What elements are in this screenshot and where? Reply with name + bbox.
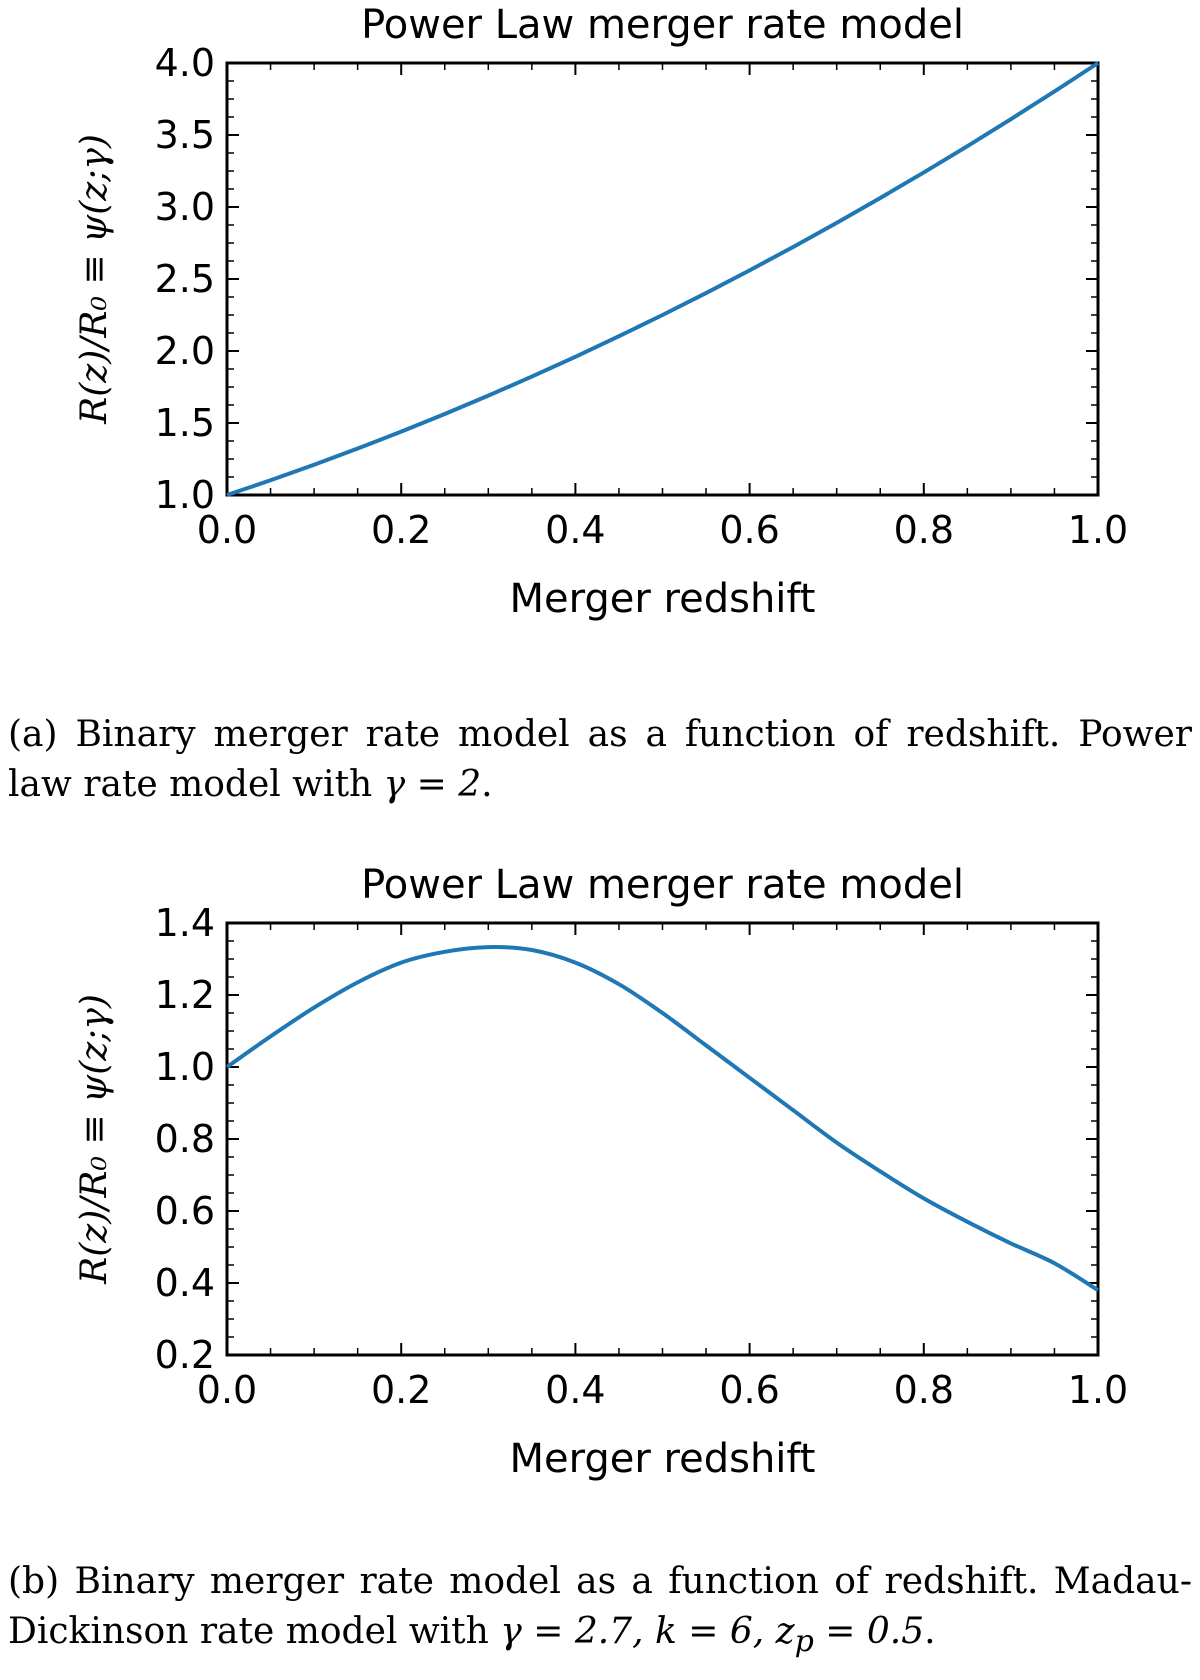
- y-axis-label: R(z)/R₀ ≡ ψ(z;γ): [74, 134, 115, 425]
- caption-b-math: γ = 2.7, k = 6, z: [500, 1611, 795, 1652]
- x-tick-label: 0.2: [371, 508, 431, 552]
- y-tick-label: 1.0: [155, 473, 215, 517]
- series-line-0: [226, 61, 1100, 497]
- caption-a-math: γ = 2: [383, 764, 482, 805]
- x-axis-label: Merger redshift: [510, 576, 816, 622]
- y-tick-label: 0.2: [155, 1333, 215, 1377]
- y-tick-label: 1.4: [155, 901, 215, 945]
- caption-b-text: (b) Binary merger rate model as a functi…: [8, 1561, 1192, 1652]
- caption-b-math-tail: = 0.5: [813, 1611, 925, 1652]
- y-tick-label: 0.8: [155, 1117, 215, 1161]
- x-tick-label: 0.8: [894, 508, 954, 552]
- x-tick-label: 0.8: [894, 1368, 954, 1412]
- figure-a: Power Law merger rate model 0.0 0.2 0.4 0.6 0…: [0, 0, 1200, 820]
- y-tick-label: 1.5: [155, 401, 215, 445]
- caption-a-end: .: [481, 764, 493, 805]
- caption-b: (b) Binary merger rate model as a functi…: [8, 1557, 1192, 1667]
- x-tick-label: 1.0: [1068, 1368, 1128, 1412]
- x-tick-label: 0.6: [719, 508, 779, 552]
- x-axis-label: Merger redshift: [510, 1436, 816, 1482]
- plot-frame: [225, 61, 1100, 497]
- x-tick-label: 0.0: [197, 508, 257, 552]
- x-tick-label: 0.6: [719, 1368, 779, 1412]
- y-axis-label: R(z)/R₀ ≡ ψ(z;γ): [74, 994, 115, 1285]
- series-line-0: [225, 945, 1100, 1292]
- x-tick-label: 1.0: [1068, 508, 1128, 552]
- x-tick-label: 0.2: [371, 1368, 431, 1412]
- chart-title: Power Law merger rate model: [361, 2, 964, 48]
- caption-a: (a) Binary merger rate model as a functi…: [8, 710, 1192, 810]
- plot-frame: [225, 921, 1100, 1357]
- y-tick-label: 2.5: [155, 257, 215, 301]
- y-tick-label: 0.6: [155, 1189, 215, 1233]
- caption-b-end: .: [924, 1611, 936, 1652]
- chart-title: Power Law merger rate model: [361, 862, 964, 908]
- y-tick-label: 1.0: [155, 1045, 215, 1089]
- y-tick-label: 3.0: [155, 185, 215, 229]
- x-tick-label: 0.0: [197, 1368, 257, 1412]
- y-tick-label: 3.5: [155, 113, 215, 157]
- figure-b: Power Law merger rate model 0.0 0.2 0.4 0.6 0…: [0, 860, 1200, 1680]
- caption-b-math-sub: p: [794, 1624, 814, 1660]
- caption-a-text: (a) Binary merger rate model as a functi…: [8, 714, 1192, 805]
- chart-a: Power Law merger rate model 0.0 0.2 0.4 0.6 0…: [74, 2, 1128, 622]
- x-tick-label: 0.4: [545, 1368, 605, 1412]
- y-tick-label: 0.4: [155, 1261, 215, 1305]
- y-tick-label: 1.2: [155, 973, 215, 1017]
- y-tick-label: 4.0: [155, 41, 215, 85]
- x-tick-label: 0.4: [545, 508, 605, 552]
- y-tick-label: 2.0: [155, 329, 215, 373]
